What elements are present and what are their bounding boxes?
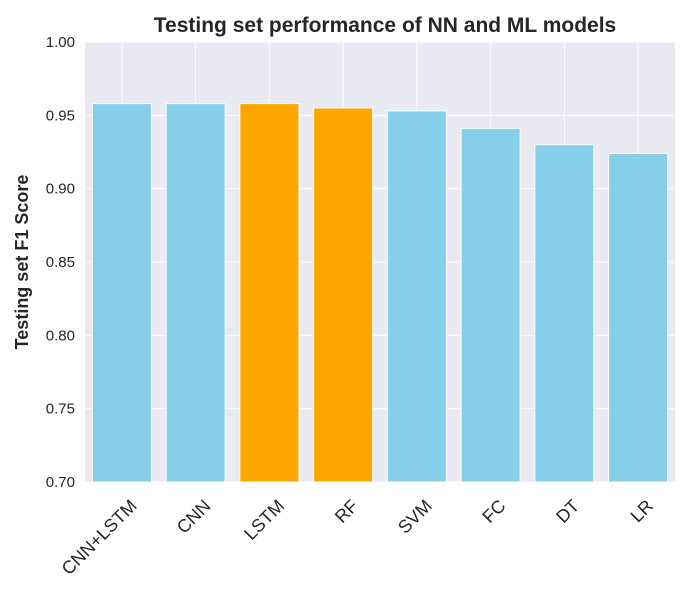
- y-tick-label: 0.80: [46, 327, 75, 344]
- bar-cnn-lstm: [91, 103, 152, 483]
- x-tick-label: CNN: [173, 496, 215, 538]
- x-tick-label: FC: [478, 496, 509, 527]
- y-tick-label: 0.90: [46, 181, 75, 198]
- x-tick-label: LSTM: [240, 496, 288, 544]
- y-tick-label: 1.00: [46, 34, 75, 51]
- bar-svm: [386, 110, 447, 483]
- y-tick-label: 0.95: [46, 107, 75, 124]
- x-tick-label: LR: [627, 496, 657, 526]
- x-axis-ticks: CNN+LSTM CNN LSTM RF SVM FC DT LR: [58, 496, 657, 579]
- y-axis-ticks: 0.70 0.75 0.80 0.85 0.90 0.95 1.00: [46, 34, 75, 491]
- x-tick-label: RF: [331, 496, 362, 527]
- x-tick-label: SVM: [394, 496, 436, 538]
- x-tick-label: CNN+LSTM: [58, 496, 141, 579]
- x-tick-label: DT: [552, 496, 583, 527]
- bar-rf: [313, 107, 374, 483]
- bar-cnn: [165, 103, 226, 483]
- chart-title: Testing set performance of NN and ML mod…: [154, 14, 616, 37]
- bars: [91, 103, 669, 483]
- y-tick-label: 0.85: [46, 254, 75, 271]
- y-axis-label: Testing set F1 Score: [12, 175, 32, 350]
- bar-lstm: [239, 103, 300, 483]
- bar-fc: [460, 128, 521, 483]
- bar-dt: [534, 144, 595, 483]
- y-tick-label: 0.75: [46, 401, 75, 418]
- y-tick-label: 0.70: [46, 474, 75, 491]
- bar-lr: [608, 152, 669, 483]
